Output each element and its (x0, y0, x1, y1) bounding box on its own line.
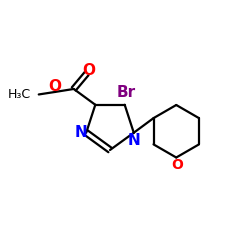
Text: H₃C: H₃C (8, 88, 31, 101)
Text: N: N (74, 125, 87, 140)
Text: O: O (172, 158, 183, 172)
Text: Br: Br (116, 85, 136, 100)
Text: O: O (48, 79, 62, 94)
Text: N: N (128, 133, 140, 148)
Text: O: O (82, 63, 96, 78)
